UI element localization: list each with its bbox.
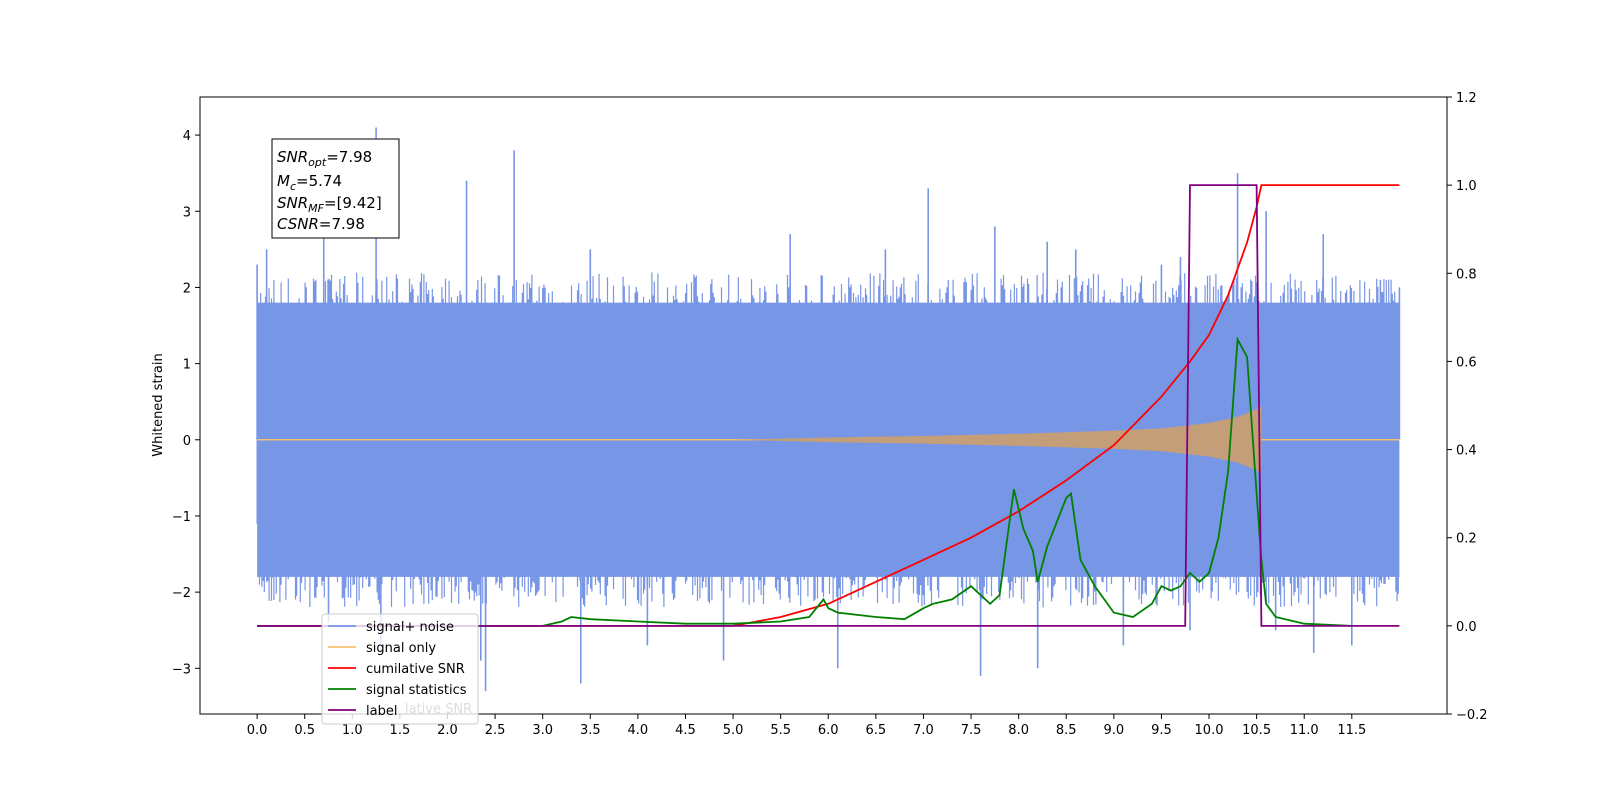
legend-label: label [366,704,397,719]
legend-items: signal+ noise signal only cumilative SNR si… [328,620,467,719]
y2-tick-label: 0.6 [1456,355,1477,370]
x-tick-label: 6.5 [866,723,887,738]
y-tick-label: −3 [172,662,191,677]
y2-tick-label: 0.0 [1456,620,1477,635]
legend-label: signal+ noise [366,620,454,635]
series-signal-only [733,405,1262,475]
y2-tick-label: 1.0 [1456,179,1477,194]
stats-annotation: SNRopt=7.98 Mc=5.74 SNRMF=[9.42] CSNR=7.… [271,138,400,239]
x-tick-label: 4.5 [675,723,696,738]
y-tick-label: 3 [183,205,191,220]
y2-tick-label: 0.8 [1456,267,1477,282]
legend-label: signal statistics [366,683,467,698]
y-tick-label: −1 [172,510,191,525]
x-tick-label: 8.0 [1008,723,1029,738]
axes-frame [199,96,1448,715]
legend-box [321,613,479,725]
y-axis-label: Whitened strain [151,353,166,456]
series-cumulative-snr [257,184,1400,627]
x-tick-label: 2.5 [485,723,506,738]
x-tick-label: 1.0 [342,723,363,738]
x-tick-label: 4.0 [628,723,649,738]
x-tick-label: 10.5 [1242,723,1271,738]
y-tick-label: 0 [183,434,191,449]
y-tick-label: 2 [183,281,191,296]
x-tick-label: 0.0 [247,723,268,738]
x-tick-label: 8.5 [1056,723,1077,738]
legend: lative SNR signal+ noise signal only cumil… [321,613,479,725]
y2-tick-label: −0.2 [1456,708,1488,723]
x-tick-label: 10.0 [1195,723,1224,738]
legend-label: signal only [366,641,436,656]
x-tick-label: 2.0 [437,723,458,738]
y-tick-label: 4 [183,129,191,144]
stats-annotation-box [271,138,400,239]
y2-tick-label: 0.4 [1456,444,1477,459]
annotation-csnr: CSNR=7.98 [277,215,365,233]
annotation-snr-mf: SNRMF=[9.42] [277,194,382,215]
annotation-snr-opt: SNRopt=7.98 [277,148,372,169]
series-signal-statistics [257,336,1352,627]
x-tick-label: 9.5 [1151,723,1172,738]
y2-tick-label: 0.2 [1456,532,1477,547]
axes: 0.0 0.5 1.0 1.5 2.0 2.5 3.0 3.5 4.0 4.5 5.0 5.5 6.0 6… [172,91,1488,738]
y-tick-label: −2 [172,586,191,601]
plot-area [256,127,1401,692]
x-tick-label: 0.5 [294,723,315,738]
x-tick-label: 6.0 [818,723,839,738]
x-tick-label: 1.5 [390,723,411,738]
x-tick-label: 3.0 [532,723,553,738]
legend-overlap-text: lative SNR [405,702,472,717]
x-tick-label: 7.5 [961,723,982,738]
x-tick-label: 7.0 [913,723,934,738]
legend-label: cumilative SNR [366,662,465,677]
y-tick-label: 1 [183,358,191,373]
annotation-mc: Mc=5.74 [277,172,342,193]
x-tick-label: 11.0 [1290,723,1319,738]
x-tick-label: 11.5 [1337,723,1366,738]
x-tick-label: 5.5 [770,723,791,738]
x-tick-label: 5.0 [723,723,744,738]
series-label [257,184,1400,627]
x-tick-label: 3.5 [580,723,601,738]
x-tick-label: 9.0 [1103,723,1124,738]
y2-tick-label: 1.2 [1456,91,1477,106]
